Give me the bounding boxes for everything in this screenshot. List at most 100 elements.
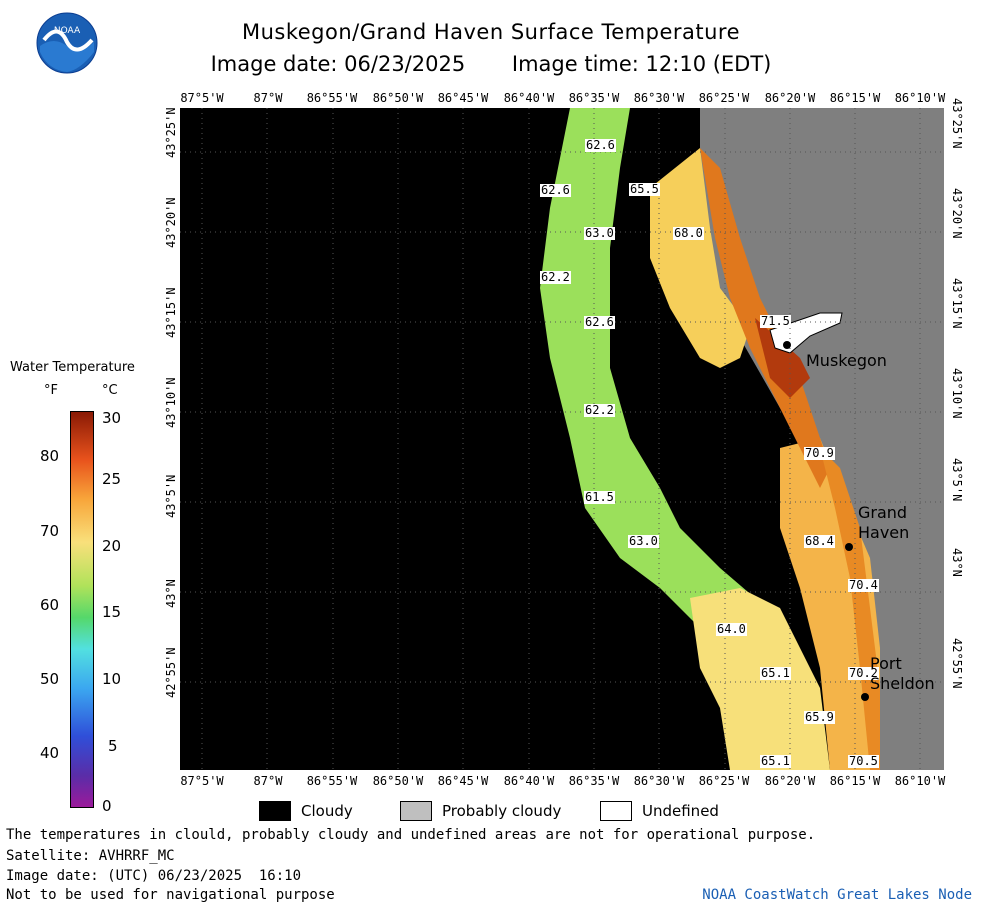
latitude-tick: 43°N	[950, 548, 964, 577]
temp-label: 62.6	[585, 138, 616, 152]
temp-label: 68.4	[804, 534, 835, 548]
port-sheldon-marker	[861, 693, 869, 701]
longitude-tick: 87°W	[253, 91, 283, 105]
muskegon-marker	[783, 341, 791, 349]
longitude-tick: 86°50'W	[372, 774, 424, 788]
longitude-tick: 86°30'W	[633, 774, 685, 788]
colorbar-c-label: 20	[102, 537, 122, 555]
latitude-tick: 43°20'N	[164, 197, 178, 248]
undefined-label: Undefined	[642, 802, 719, 820]
city-label-port: Port	[870, 654, 902, 673]
colorbar-c-label: 10	[102, 670, 122, 688]
longitude-tick: 86°20'W	[764, 774, 816, 788]
temp-label: 71.5	[760, 314, 791, 328]
undefined-swatch	[600, 801, 632, 821]
temp-label: 65.1	[760, 666, 791, 680]
latitude-tick: 43°20'N	[950, 188, 964, 239]
temp-label: 62.2	[584, 403, 615, 417]
latitude-tick: 43°15'N	[164, 287, 178, 338]
latitude-tick: 43°N	[164, 579, 178, 608]
colorbar	[70, 411, 94, 808]
longitude-tick: 86°40'W	[503, 774, 555, 788]
temp-label: 62.6	[584, 315, 615, 329]
temp-label: 62.2	[540, 270, 571, 284]
temp-label: 70.9	[804, 446, 835, 460]
temp-label: 63.0	[584, 226, 615, 240]
legend-probably-cloudy: Probably cloudy	[400, 801, 561, 821]
longitude-tick: 86°15'W	[829, 774, 881, 788]
probably-cloudy-swatch	[400, 801, 432, 821]
colorbar-f-label: 80	[40, 447, 60, 465]
colorbar-f-label: 70	[40, 522, 60, 540]
longitude-tick: 86°35'W	[568, 774, 620, 788]
city-label-sheldon: Sheldon	[870, 674, 935, 693]
probably-cloudy-label: Probably cloudy	[442, 802, 562, 820]
colorbar-unit-c: °C	[102, 383, 118, 398]
temp-label: 62.6	[540, 183, 571, 197]
longitude-tick: 87°5'W	[180, 774, 224, 788]
longitude-tick: 86°10'W	[894, 91, 946, 105]
city-label-muskegon: Muskegon	[806, 351, 887, 370]
temp-label: 70.4	[848, 578, 879, 592]
latitude-tick: 42°55'N	[950, 638, 964, 689]
image-date: Image date: 06/23/2025	[210, 52, 466, 76]
legend-undefined: Undefined	[600, 801, 719, 821]
latitude-tick: 43°25'N	[164, 107, 178, 158]
satellite: Satellite: AVHRRF_MC	[6, 848, 175, 864]
longitude-tick: 86°15'W	[829, 91, 881, 105]
latitude-tick: 43°25'N	[950, 98, 964, 149]
longitude-tick: 87°5'W	[180, 91, 224, 105]
latitude-tick: 43°5'N	[164, 474, 178, 518]
city-label-haven: Haven	[858, 523, 910, 542]
credit: NOAA CoastWatch Great Lakes Node	[702, 887, 972, 903]
colorbar-c-label: 30	[102, 409, 122, 427]
latitude-tick: 43°10'N	[164, 377, 178, 428]
latitude-tick: 43°15'N	[950, 278, 964, 329]
legend-cloudy: Cloudy	[259, 801, 353, 821]
temp-label: 61.5	[584, 490, 615, 504]
longitude-tick: 86°10'W	[894, 774, 946, 788]
longitude-tick: 86°20'W	[764, 91, 816, 105]
latitude-tick: 43°10'N	[950, 368, 964, 419]
longitude-tick: 86°55'W	[306, 91, 358, 105]
colorbar-c-label: 0	[102, 797, 112, 815]
cloudy-swatch	[259, 801, 291, 821]
longitude-tick: 87°W	[253, 774, 283, 788]
colorbar-title: Water Temperature	[10, 360, 135, 375]
temp-label: 65.1	[760, 754, 791, 768]
grand-haven-marker	[845, 543, 853, 551]
temp-label: 65.9	[804, 710, 835, 724]
colorbar-c-label: 15	[102, 603, 122, 621]
longitude-tick: 86°25'W	[698, 91, 750, 105]
temp-label: 70.2	[848, 666, 879, 680]
sst-map	[180, 108, 944, 770]
temp-label: 70.5	[848, 754, 879, 768]
utc-date: Image date: (UTC) 06/23/2025 16:10	[6, 868, 302, 884]
svg-text:NOAA: NOAA	[54, 26, 81, 36]
temp-label: 64.0	[716, 622, 747, 636]
longitude-tick: 86°30'W	[633, 91, 685, 105]
latitude-tick: 42°55'N	[164, 647, 178, 698]
longitude-tick: 86°45'W	[437, 774, 489, 788]
temp-label: 63.0	[628, 534, 659, 548]
colorbar-c-label: 5	[108, 737, 118, 755]
latitude-tick: 43°5'N	[950, 458, 964, 502]
longitude-tick: 86°45'W	[437, 91, 489, 105]
longitude-tick: 86°50'W	[372, 91, 424, 105]
colorbar-c-label: 25	[102, 470, 122, 488]
navigation-warning: Not to be used for navigational purpose	[6, 887, 335, 903]
noaa-logo: NOAA	[36, 12, 98, 74]
disclaimer: The temperatures in clould, probably clo…	[6, 827, 816, 843]
longitude-tick: 86°35'W	[568, 91, 620, 105]
longitude-tick: 86°55'W	[306, 774, 358, 788]
map-title: Muskegon/Grand Haven Surface Temperature	[241, 20, 741, 44]
longitude-tick: 86°40'W	[503, 91, 555, 105]
longitude-tick: 86°25'W	[698, 774, 750, 788]
city-label-grand: Grand	[858, 503, 908, 522]
temp-label: 65.5	[629, 182, 660, 196]
colorbar-f-label: 60	[40, 596, 60, 614]
temp-label: 68.0	[673, 226, 704, 240]
colorbar-f-label: 50	[40, 670, 60, 688]
colorbar-f-label: 40	[40, 744, 60, 762]
colorbar-unit-f: °F	[44, 383, 58, 398]
